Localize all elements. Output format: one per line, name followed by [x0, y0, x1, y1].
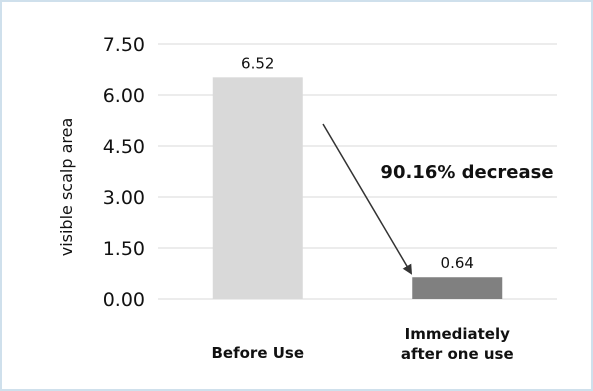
- category-label: after one use: [401, 345, 514, 363]
- data-label: 6.52: [241, 54, 274, 72]
- y-tick-label: 7.50: [103, 34, 145, 56]
- category-label: Immediately: [405, 325, 511, 343]
- category-label: Before Use: [211, 344, 304, 362]
- y-tick-label: 0.00: [103, 289, 145, 311]
- data-label: 0.64: [441, 254, 474, 272]
- y-tick-label: 1.50: [103, 238, 145, 260]
- y-tick-label: 6.00: [103, 85, 145, 107]
- decrease-annotation: 90.16% decrease: [380, 162, 553, 183]
- bar: [212, 77, 303, 299]
- decrease-arrow: [322, 123, 413, 275]
- y-axis-title: visible scalp area: [57, 118, 76, 257]
- y-tick-label: 3.00: [103, 187, 145, 209]
- bar: [412, 277, 503, 299]
- y-tick-label: 4.50: [103, 136, 145, 158]
